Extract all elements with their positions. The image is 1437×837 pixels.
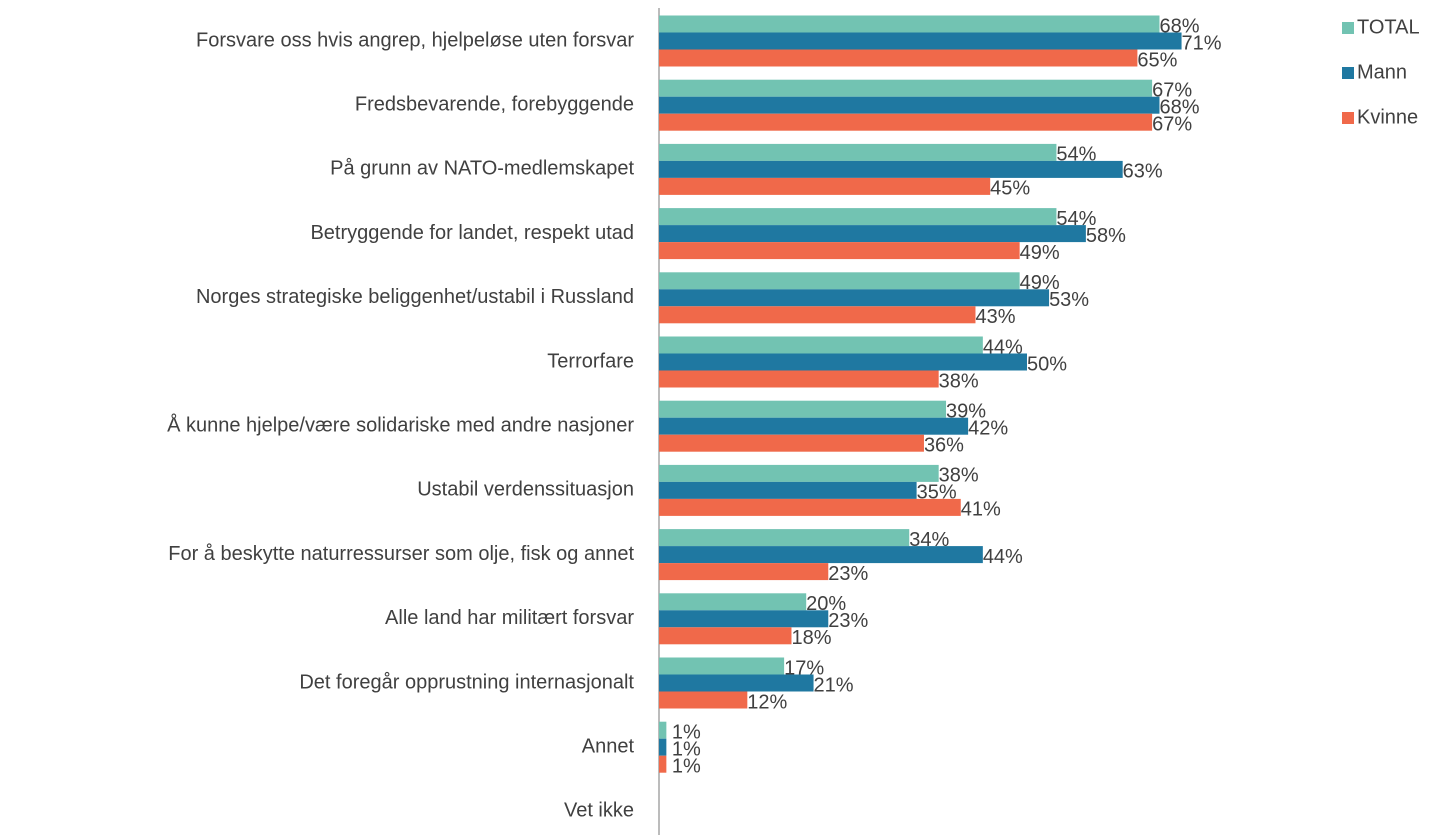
legend-label: Mann bbox=[1357, 61, 1407, 83]
bar bbox=[659, 529, 910, 547]
bar bbox=[659, 434, 924, 452]
category-label: Å kunne hjelpe/være solidariske med andr… bbox=[167, 413, 634, 436]
bar bbox=[659, 177, 991, 195]
legend-swatch bbox=[1342, 112, 1354, 124]
value-label: 38% bbox=[939, 370, 979, 392]
bar bbox=[659, 49, 1138, 67]
value-label: 45% bbox=[990, 178, 1030, 200]
value-label: 67% bbox=[1152, 79, 1192, 101]
value-label: 44% bbox=[983, 546, 1023, 568]
bar bbox=[659, 657, 785, 675]
value-label: 67% bbox=[1152, 113, 1192, 135]
category-label: Forsvare oss hvis angrep, hjelpeløse ute… bbox=[196, 29, 634, 51]
value-label: 1% bbox=[672, 738, 701, 760]
category-label: Norges strategiske beliggenhet/ustabil i… bbox=[196, 286, 634, 308]
value-label: 34% bbox=[909, 529, 949, 551]
value-label: 58% bbox=[1086, 225, 1126, 247]
bar bbox=[659, 208, 1057, 226]
value-label: 12% bbox=[747, 691, 787, 713]
bar bbox=[659, 755, 667, 773]
bar bbox=[659, 15, 1160, 33]
legend-label: Kvinne bbox=[1357, 106, 1418, 128]
bar bbox=[659, 289, 1050, 307]
category-label: Betryggende for landet, respekt utad bbox=[310, 222, 634, 244]
bar bbox=[659, 563, 829, 581]
bar bbox=[659, 464, 939, 482]
value-label: 23% bbox=[828, 610, 868, 632]
bar bbox=[659, 113, 1153, 131]
value-label: 36% bbox=[924, 434, 964, 456]
category-label: Fredsbevarende, forebyggende bbox=[355, 93, 634, 115]
bar bbox=[659, 627, 792, 645]
bar bbox=[659, 691, 748, 709]
value-label: 49% bbox=[1020, 272, 1060, 294]
value-label: 39% bbox=[946, 400, 986, 422]
bar bbox=[659, 160, 1123, 178]
value-label: 54% bbox=[1056, 144, 1096, 166]
value-label: 18% bbox=[791, 627, 831, 649]
value-label: 1% bbox=[672, 755, 701, 777]
value-label: 49% bbox=[1020, 242, 1060, 264]
value-label: 65% bbox=[1137, 49, 1177, 71]
bar bbox=[659, 79, 1153, 97]
bar bbox=[659, 32, 1182, 50]
category-label: For å beskytte naturressurser som olje, … bbox=[168, 543, 634, 565]
value-label: 44% bbox=[983, 336, 1023, 358]
value-label: 17% bbox=[784, 657, 824, 679]
value-label: 71% bbox=[1182, 32, 1222, 54]
legend-label: TOTAL bbox=[1357, 16, 1420, 38]
value-label: 68% bbox=[1159, 96, 1199, 118]
bar bbox=[659, 353, 1027, 371]
bar bbox=[659, 546, 983, 564]
value-label: 53% bbox=[1049, 289, 1089, 311]
bar bbox=[659, 593, 807, 611]
legend-swatch bbox=[1342, 67, 1354, 79]
bar bbox=[659, 498, 961, 516]
value-label: 41% bbox=[961, 499, 1001, 521]
category-label: Annet bbox=[582, 735, 635, 757]
category-label: Vet ikke bbox=[564, 800, 634, 822]
bar bbox=[659, 674, 814, 692]
bar bbox=[659, 721, 667, 739]
value-label: 68% bbox=[1159, 15, 1199, 37]
value-label: 23% bbox=[828, 563, 868, 585]
legend-swatch bbox=[1342, 22, 1354, 34]
bar bbox=[659, 738, 667, 756]
value-label: 54% bbox=[1056, 208, 1096, 230]
value-label: 21% bbox=[814, 674, 854, 696]
bar bbox=[659, 242, 1020, 260]
category-label: Alle land har militært forsvar bbox=[385, 607, 634, 629]
bar bbox=[659, 370, 939, 388]
value-label: 38% bbox=[939, 465, 979, 487]
value-label: 42% bbox=[968, 417, 1008, 439]
bar bbox=[659, 306, 976, 324]
bar bbox=[659, 610, 829, 628]
bar bbox=[659, 400, 947, 418]
value-label: 1% bbox=[672, 721, 701, 743]
bar bbox=[659, 336, 983, 354]
bar bbox=[659, 143, 1057, 161]
category-label: Ustabil verdenssituasjon bbox=[417, 479, 634, 501]
bar bbox=[659, 272, 1020, 290]
value-label: 63% bbox=[1123, 161, 1163, 183]
bar bbox=[659, 481, 917, 499]
category-label: På grunn av NATO-medlemskapet bbox=[330, 158, 634, 180]
value-label: 35% bbox=[917, 482, 957, 504]
value-label: 43% bbox=[975, 306, 1015, 328]
value-label: 20% bbox=[806, 593, 846, 615]
bar bbox=[659, 96, 1160, 114]
bar bbox=[659, 225, 1086, 243]
category-label: Det foregår opprustning internasjonalt bbox=[299, 671, 634, 693]
bar bbox=[659, 417, 969, 435]
category-label: Terrorfare bbox=[547, 350, 634, 372]
value-label: 50% bbox=[1027, 353, 1067, 375]
